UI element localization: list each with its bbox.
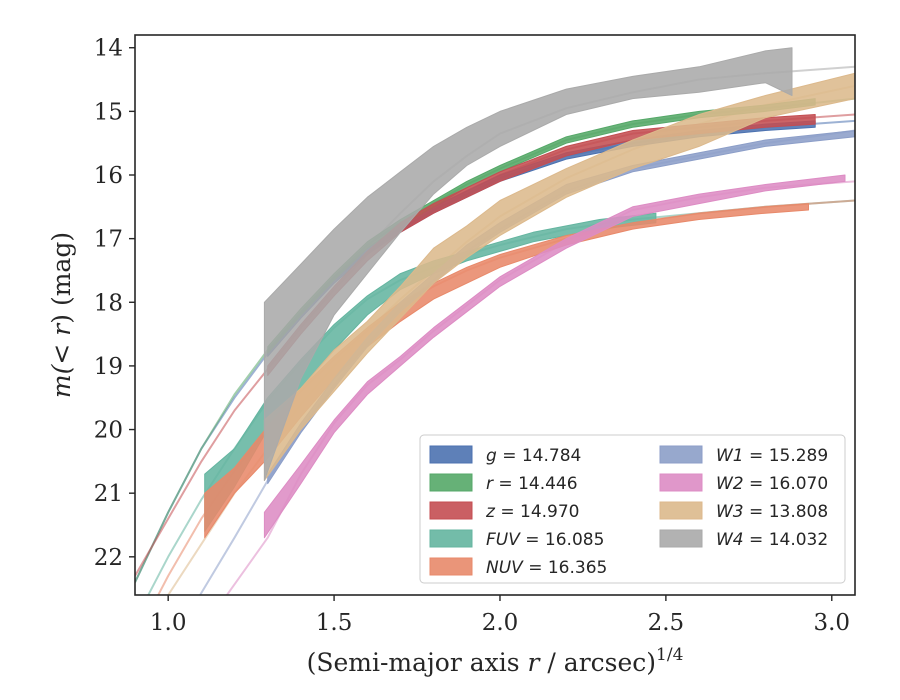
legend-swatch-g (429, 445, 473, 464)
legend-label-nuv: NUV = 16.365 (486, 558, 607, 578)
legend-swatch-w4 (659, 529, 703, 548)
y-tick-label: 20 (94, 418, 123, 444)
legend-items: g = 14.784 r = 14.446 z = 14.970 FUV = 16.0… (429, 445, 828, 578)
series-w3-band (263, 72, 855, 481)
series-layer (135, 47, 855, 595)
legend-entry-w1: W1 = 15.289 (659, 445, 828, 466)
y-tick-label: 21 (94, 481, 123, 507)
legend-label-z: z = 14.970 (485, 502, 579, 522)
legend-label-fuv: FUV = 16.085 (486, 530, 604, 550)
legend-swatch-z (429, 501, 473, 520)
y-axis-label-suffix: ) (mag) (47, 232, 76, 324)
legend-swatch-fuv (429, 529, 473, 548)
legend-entry-z: z = 14.970 (429, 501, 579, 522)
legend-entry-fuv: FUV = 16.085 (429, 529, 604, 550)
y-tick-label: 17 (94, 227, 123, 253)
x-axis-ticks: 1.0 1.5 2.0 2.5 3.0 (150, 595, 850, 636)
legend-label-w1: W1 = 15.289 (716, 446, 828, 466)
legend-entry-w3: W3 = 13.808 (659, 501, 828, 522)
plot-frame (134, 34, 856, 596)
legend-swatch-nuv (429, 557, 473, 576)
legend-swatch-w3 (659, 501, 703, 520)
legend-entry-nuv: NUV = 16.365 (429, 557, 607, 578)
legend-entry-w4: W4 = 14.032 (659, 529, 828, 550)
series-w4-band (263, 47, 793, 481)
legend-label-w3: W3 = 13.808 (716, 502, 828, 522)
x-axis-label-variable: r (528, 648, 542, 677)
legend-label-r: r = 14.446 (486, 474, 578, 494)
legend-entry-g: g = 14.784 (429, 445, 581, 466)
x-axis-label: (Semi-major axis r / arcsec)1/4 (307, 645, 684, 677)
legend-label-g: g = 14.784 (486, 446, 581, 466)
legend-entry-w2: W2 = 16.070 (659, 473, 828, 494)
y-tick-label: 19 (94, 354, 123, 380)
legend-label-w4: W4 = 14.032 (716, 530, 828, 550)
x-axis-label-prefix: (Semi-major axis (307, 648, 520, 677)
y-axis-label-prefix: m( (47, 363, 76, 398)
legend-label-w2: W2 = 16.070 (716, 474, 828, 494)
y-tick-label: 15 (94, 99, 123, 125)
y-tick-label: 18 (94, 290, 123, 316)
legend-swatch-w2 (659, 473, 703, 492)
x-tick-label: 3.0 (813, 610, 850, 636)
series-w2-band (263, 174, 846, 539)
x-axis-label-power: 1/4 (656, 645, 683, 665)
y-tick-label: 16 (94, 163, 123, 189)
y-tick-label: 22 (94, 545, 123, 571)
x-tick-label: 2.5 (648, 610, 685, 636)
legend: g = 14.784 r = 14.446 z = 14.970 FUV = 16.0… (419, 434, 846, 584)
y-axis-label-variable: < r (47, 322, 76, 365)
x-tick-label: 1.0 (150, 610, 187, 636)
x-tick-label: 2.0 (482, 610, 519, 636)
x-axis-label-unit: / arcsec) (547, 648, 656, 677)
x-tick-label: 1.5 (316, 610, 353, 636)
legend-entry-r: r = 14.446 (429, 473, 578, 494)
legend-box (419, 434, 846, 584)
y-axis-label: m(< r) (mag) (47, 232, 76, 398)
legend-swatch-w1 (659, 445, 703, 464)
y-tick-label: 14 (94, 36, 123, 62)
legend-swatch-r (429, 473, 473, 492)
y-axis-ticks: 14 15 16 17 18 19 20 21 22 (94, 36, 135, 571)
